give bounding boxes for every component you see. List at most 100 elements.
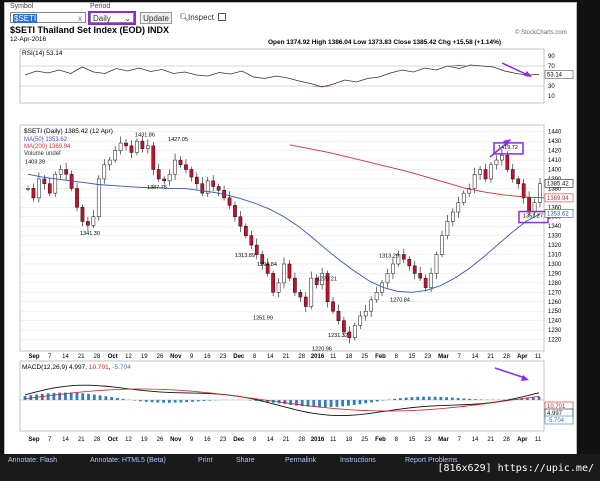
price-candle-body: [195, 176, 199, 184]
price-candle-body: [200, 183, 205, 194]
price-candle-body: [303, 296, 308, 307]
macd-histogram-bar: [445, 397, 448, 400]
x-axis-label: 2016: [311, 354, 325, 360]
inspect-label: Inspect: [188, 13, 214, 22]
price-candle-body: [233, 205, 237, 217]
macd-histogram-bar: [312, 400, 316, 407]
x-axis-label: 26: [157, 437, 164, 443]
price-candle-body: [113, 150, 117, 161]
report-problems-link[interactable]: Report Problems: [405, 457, 458, 464]
price-candle-body: [456, 202, 461, 213]
share-link[interactable]: Share: [236, 457, 255, 464]
macd-panel: [19, 360, 545, 432]
macd-histogram-bar: [341, 400, 345, 407]
x-axis-label: Apr: [517, 354, 528, 360]
price-tick-label: 1310: [548, 253, 562, 259]
x-axis-label: 7: [458, 437, 462, 443]
macd-histogram-bar: [167, 400, 171, 403]
macd-line: [24, 384, 540, 416]
price-candle-body: [478, 169, 482, 175]
x-axis-label: 14: [267, 354, 274, 360]
price-tick-label: 1320: [548, 243, 562, 249]
macd-histogram-bar: [364, 400, 368, 404]
price-candle-body: [96, 178, 101, 217]
macd-histogram-bar: [104, 396, 108, 400]
x-axis-label: 8: [253, 437, 257, 443]
x-axis-label: 21: [487, 437, 494, 443]
legend-volume: Volume undef: [24, 151, 61, 157]
price-tick-label: 1270: [548, 290, 562, 296]
macd-right-label: -5.704: [547, 418, 565, 424]
price-candle-body: [401, 254, 406, 260]
macd-histogram-bar: [358, 400, 362, 405]
price-candle-body: [102, 164, 107, 180]
macd-histogram-bar: [300, 400, 304, 407]
x-axis-label: 25: [361, 354, 368, 360]
price-candle-body: [135, 140, 139, 153]
price-right-label: 1353.62: [547, 211, 569, 217]
x-axis-label: 28: [94, 354, 101, 360]
macd-histogram-bar: [23, 395, 27, 400]
print-link[interactable]: Print: [198, 457, 213, 464]
price-candle-body: [47, 183, 52, 194]
macd-histogram-bar: [29, 395, 33, 400]
price-candle-body: [434, 254, 439, 274]
annotate-flash-link[interactable]: Annotate: Flash: [8, 457, 58, 464]
price-tick-label: 1350: [548, 215, 562, 221]
search-icon: 🔍︎: [179, 13, 190, 22]
x-axis-label: 23: [424, 437, 431, 443]
rsi-line: [24, 64, 540, 88]
toolbar: Symbol $SETI x Period Daily ⌄ Update 🔍︎ …: [5, 3, 576, 25]
macd-histogram-bar: [318, 400, 321, 408]
price-candle-body: [369, 299, 373, 312]
price-right-label: 1385.42: [547, 181, 569, 187]
period-select[interactable]: Daily ⌄: [90, 12, 134, 23]
price-candle-body: [423, 277, 428, 288]
price-candle-body: [42, 178, 47, 184]
annotation-arrow-macd: [494, 367, 526, 379]
update-button[interactable]: Update: [140, 12, 172, 24]
x-axis-label: 14: [472, 437, 479, 443]
arrow-head-icon: [524, 71, 532, 77]
price-candle-body: [80, 207, 85, 222]
price-candle-body: [538, 183, 542, 203]
price-candle-body: [352, 325, 357, 338]
annotation-arrow-price: [489, 141, 509, 158]
macd-histogram-bar: [450, 397, 454, 400]
x-axis-label: 8: [253, 354, 257, 360]
price-tick-label: 1290: [548, 271, 562, 277]
price-candle-body: [489, 164, 493, 180]
macd-right-label: 10.701: [547, 404, 566, 410]
permalink-link[interactable]: Permalink: [285, 457, 317, 464]
symbol-input[interactable]: $SETI x: [10, 12, 86, 23]
x-axis-label: 26: [157, 354, 164, 360]
x-axis-label: 21: [487, 354, 494, 360]
price-tick-label: 1220: [548, 338, 562, 344]
macd-histogram-bar: [208, 400, 212, 401]
clear-icon[interactable]: x: [78, 14, 82, 23]
x-axis-label: 11: [535, 354, 542, 360]
price-candle-body: [298, 292, 303, 298]
macd-right-label: 4.997: [547, 411, 563, 417]
legend-ma200: MA(200) 1369.94: [24, 144, 71, 150]
instructions-link[interactable]: Instructions: [340, 457, 376, 464]
macd-histogram-bar: [58, 392, 62, 400]
x-axis-label: Sep: [28, 437, 39, 443]
macd-histogram-bar: [537, 396, 541, 400]
price-candle-body: [227, 197, 232, 206]
price-candle-body: [412, 265, 417, 274]
x-axis-label: Feb: [375, 437, 386, 443]
inspect-checkbox[interactable]: [218, 13, 226, 21]
price-candle-body: [249, 235, 254, 246]
price-tick-label: 1250: [548, 309, 562, 315]
credit-text: © StockCharts.com: [515, 29, 567, 36]
price-candle-body: [31, 188, 36, 199]
macd-histogram-bar: [116, 398, 119, 400]
macd-histogram-bar: [479, 399, 483, 400]
macd-histogram-bar: [87, 393, 90, 400]
macd-histogram-bar: [110, 397, 114, 400]
ohlc-text: Open 1374.92 High 1386.04 Low 1373.83 Cl…: [268, 39, 501, 46]
macd-histogram-bar: [352, 400, 356, 406]
price-candle-body: [527, 197, 531, 213]
annotate-html5-link[interactable]: Annotate: HTML5 (Beta): [90, 457, 166, 464]
